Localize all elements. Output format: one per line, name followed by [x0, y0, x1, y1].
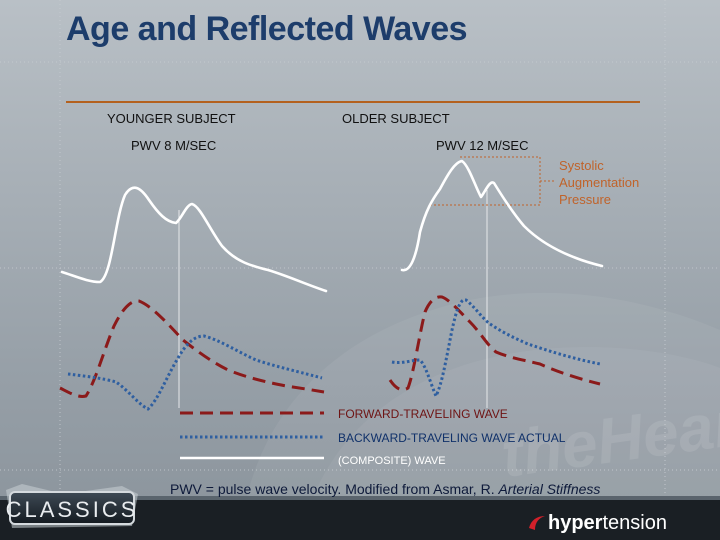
legend-forward-label: FORWARD-TRAVELING WAVE — [338, 407, 508, 421]
brand-logo: hypertension — [548, 512, 667, 535]
footnote: PWV = pulse wave velocity. Modified from… — [170, 481, 600, 497]
footnote-text: PWV = pulse wave velocity. Modified from… — [170, 481, 499, 497]
younger-pwv-label: PWV 8 M/SEC — [131, 138, 217, 153]
younger-subject-heading: YOUNGER SUBJECT — [107, 111, 236, 126]
augmentation-label: Systolic Augmentation Pressure — [559, 157, 639, 208]
older-backward-wave — [391, 298, 601, 400]
augmentation-label-line1: Systolic — [559, 158, 604, 173]
brand-swoosh-icon — [529, 516, 545, 530]
legend-backward-label: BACKWARD-TRAVELING WAVE ACTUAL — [338, 431, 566, 445]
older-subject-heading: OLDER SUBJECT — [342, 111, 450, 126]
augmentation-label-line2: Augmentation — [559, 175, 640, 190]
brand-logo-light: tension — [602, 512, 667, 534]
legend-composite-label: (COMPOSITE) WAVE — [338, 455, 446, 467]
younger-forward-wave — [59, 299, 325, 398]
older-pwv-label: PWV 12 M/SEC — [436, 138, 529, 153]
classics-logo-text: CLASSICS — [6, 497, 139, 522]
slide-title: Age and Reflected Waves — [66, 10, 468, 48]
brand-logo-bold: hyper — [548, 512, 603, 534]
older-forward-wave — [388, 295, 601, 392]
classics-logo: CLASSICS — [6, 484, 139, 528]
augmentation-label-line3: Pressure — [559, 192, 612, 207]
older-composite-wave — [400, 159, 604, 272]
younger-composite-wave — [60, 186, 328, 293]
younger-backward-wave — [67, 334, 323, 411]
footnote-citation: Arterial Stiffness — [498, 481, 601, 497]
augmentation-bracket — [430, 156, 556, 206]
